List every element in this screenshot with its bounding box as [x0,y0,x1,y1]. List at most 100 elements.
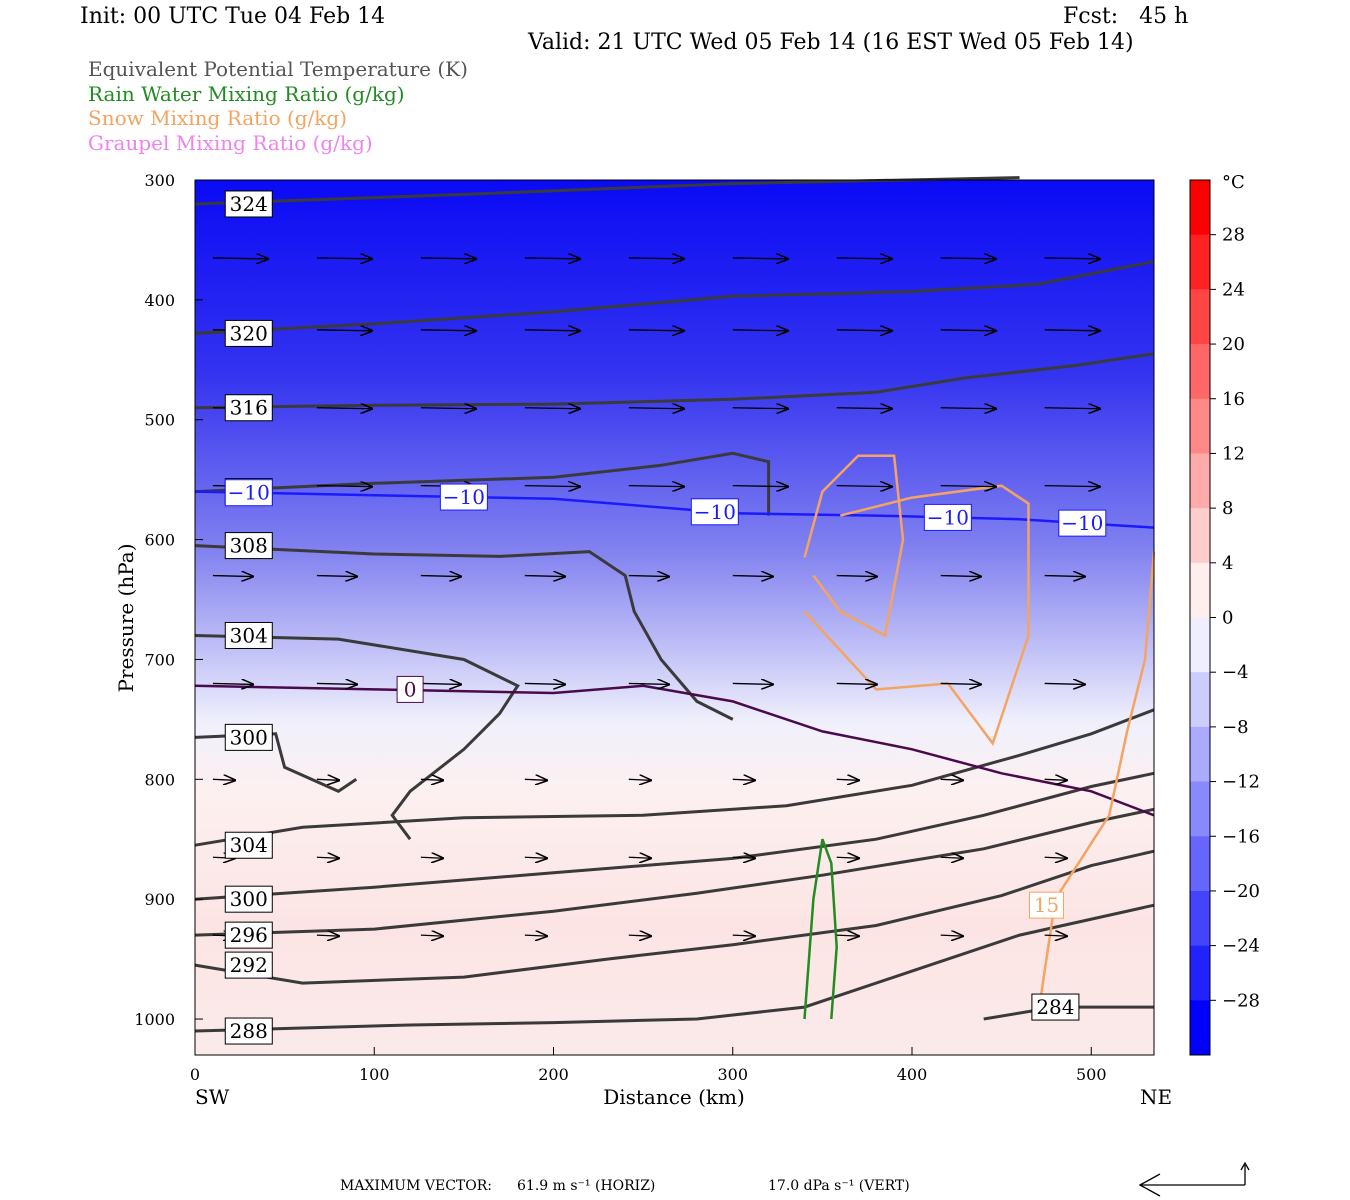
plot-background [195,180,1154,1055]
theta-e-label: 284 [1036,995,1074,1019]
wind-vector [212,779,235,780]
snow-contour [1036,551,1156,1020]
theta-e-label-box [224,319,273,347]
theta-e-label: 324 [230,192,268,216]
wind-vector [1044,576,1085,577]
max-vector-label: MAXIMUM VECTOR: [340,1178,492,1194]
theta-e-contour [194,708,1155,847]
x-tick-label: 0 [190,1065,200,1084]
theta-e-label-box [224,394,273,422]
wind-vector [628,330,684,331]
wind-vector [1044,258,1100,259]
theta-e-contour [194,352,1155,410]
wind-vector [420,857,443,858]
colorbar-tick-label: −8 [1222,717,1249,738]
wind-vector [732,857,755,858]
y-tick-label: 400 [144,291,175,310]
wind-vector [212,683,253,684]
colorbar-segment [1190,562,1210,618]
theta-e-label-box [224,951,273,979]
theta-e-label: 316 [230,396,268,420]
y-tick-label: 600 [144,531,175,550]
wind-vector [420,330,476,331]
x-left-end-label: SW [195,1085,230,1109]
colorbar-tick-label: 24 [1222,279,1245,300]
forecast-hour: Fcst: 45 h [1063,4,1189,29]
wind-vector [732,258,788,259]
wind-vector [628,779,651,780]
isotherm-label-box [224,479,273,507]
colorbar-segment [1190,453,1210,509]
max-vector-arrow [1138,1161,1250,1197]
isotherm-zero [194,684,1155,817]
legend-theta-e: Equivalent Potential Temperature (K) [88,57,468,81]
wind-vector [420,935,443,936]
legend-rain: Rain Water Mixing Ratio (g/kg) [88,82,405,106]
isotherm-label: −10 [443,485,485,509]
colorbar-tick-label: −4 [1222,662,1249,683]
wind-vector [316,408,372,409]
wind-vector [316,330,372,331]
wind-vector [212,576,253,577]
wind-vector [628,576,669,577]
snow-label: 15 [1034,893,1059,917]
x-right-end-label: NE [1140,1085,1172,1109]
wind-vector [1044,408,1100,409]
y-axis-title: Pressure (hPa) [114,544,138,693]
init-time: Init: 00 UTC Tue 04 Feb 14 [80,4,386,29]
isotherm-label: −10 [1061,511,1103,535]
x-tick-label: 400 [897,1065,928,1084]
theta-e-contour [194,903,1155,1033]
wind-vector [1044,486,1100,487]
wind-vector [1044,779,1067,780]
snow-contour [803,484,1030,747]
colorbar-segment [1190,1000,1210,1056]
snow-contour [803,454,905,638]
wind-vector [836,486,892,487]
wind-vector [316,683,357,684]
colorbar-segment [1190,344,1210,400]
colorbar-segment [1190,508,1210,564]
theta-e-label-box [224,885,273,913]
wind-vector [316,779,339,780]
theta-e-label-box [224,190,273,218]
plot-frame [194,179,1155,1056]
max-vector-vert: 17.0 dPa s⁻¹ (VERT) [768,1178,910,1194]
y-tick-label: 500 [144,411,175,430]
wind-vector [524,683,565,684]
wind-vector [732,779,755,780]
wind-vector [524,486,580,487]
isotherm-label-box [1058,509,1107,537]
wind-vector [628,857,651,858]
theta-e-label: 300 [230,725,268,749]
theta-e-contour [194,849,1155,985]
wind-vector [316,857,339,858]
rain-contour [803,838,838,1020]
wind-vector [316,486,372,487]
theta-e-contour [194,771,1155,901]
wind-vector [732,576,773,577]
isotherm-label: −10 [927,505,969,529]
wind-vector [316,935,339,936]
x-tick-label: 300 [717,1065,748,1084]
theta-e-contour [194,176,1020,206]
wind-vector [628,683,669,684]
theta-e-label: 300 [230,887,268,911]
wind-vector [1044,683,1085,684]
colorbar-tick-label: −28 [1222,990,1260,1011]
wind-vector [836,408,892,409]
colorbar-tick-label: −12 [1222,772,1260,793]
wind-vector [524,408,580,409]
colorbar-segment [1190,836,1210,892]
x-tick-label: 200 [538,1065,569,1084]
theta-e-contour [194,807,1155,937]
wind-vector [836,935,859,936]
wind-vector [524,576,565,577]
theta-e-label-box [224,532,273,560]
wind-vector [420,408,476,409]
theta-e-label: 296 [230,923,268,947]
wind-vector [940,576,981,577]
colorbar-segment [1190,781,1210,837]
x-tick-label: 100 [359,1065,390,1084]
colorbar: 28 24 20 16 12 8 4 0 −4 −8 −12 −16 −20 −24 −28 [1189,179,1260,1056]
